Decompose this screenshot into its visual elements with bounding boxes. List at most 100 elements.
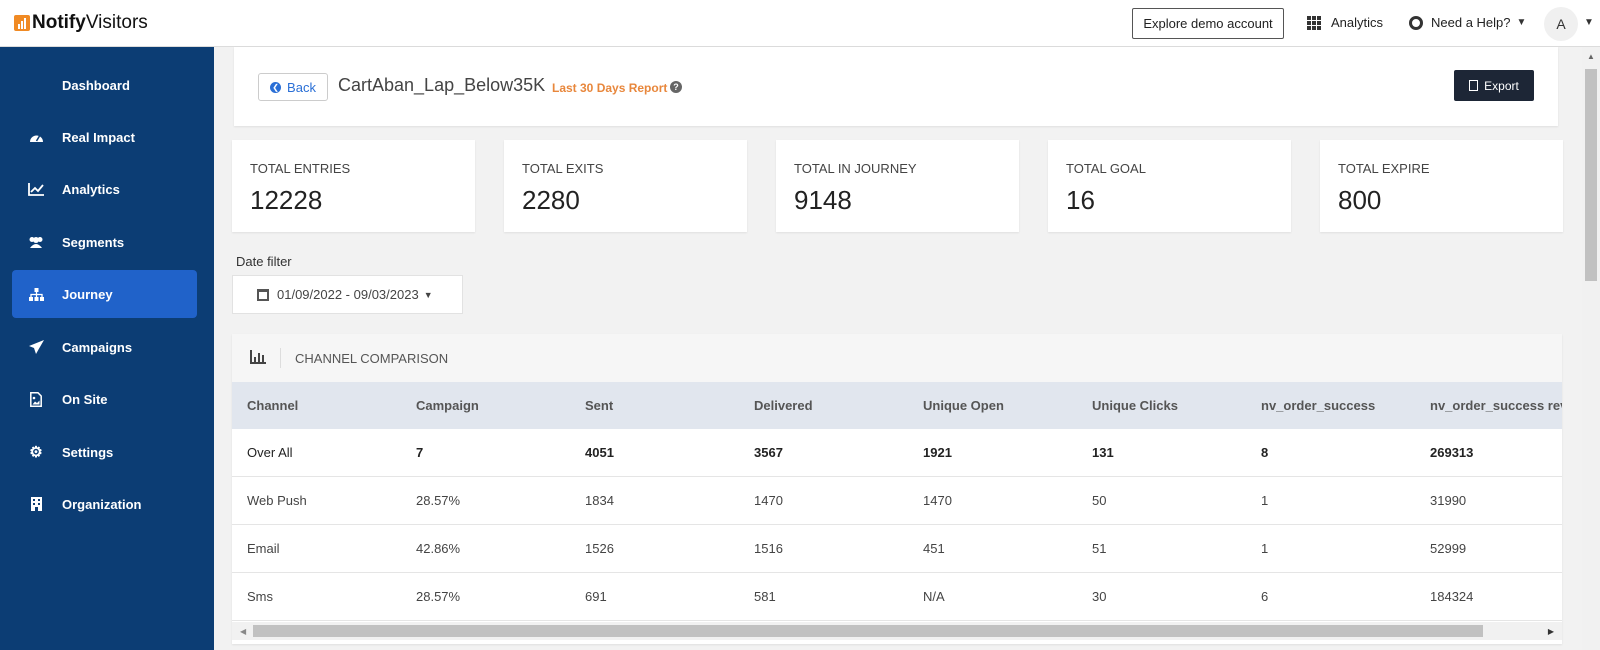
table-cell: 581 (754, 589, 776, 604)
sitemap-icon (28, 286, 44, 302)
stat-card-total-exits: TOTAL EXITS 2280 (504, 140, 747, 232)
column-header-unique-clicks[interactable]: Unique Clicks (1092, 398, 1178, 413)
table-header-row: Channel Campaign Sent Delivered Unique O… (232, 382, 1562, 429)
stat-value: 2280 (522, 185, 580, 215)
table-row: Over All 7 4051 3567 1921 131 8 269313 (232, 429, 1562, 477)
date-range-value: 01/09/2022 - 09/03/2023 (277, 287, 419, 302)
scroll-up-arrow-icon[interactable]: ▲ (1587, 52, 1595, 61)
sidebar-item-settings[interactable]: ⚙ Settings (12, 428, 197, 476)
column-header-channel[interactable]: Channel (247, 398, 299, 413)
stat-value: 12228 (250, 185, 323, 215)
sidebar-item-organization[interactable]: Organization (12, 480, 197, 528)
date-range-picker[interactable]: 01/09/2022 - 09/03/2023 ▼ (232, 275, 463, 314)
stat-value: 9148 (794, 185, 852, 215)
table-row: Sms 28.57% 691 581 N/A 30 6 184324 (232, 573, 1562, 621)
paper-plane-icon (28, 339, 44, 355)
horizontal-scroll-thumb[interactable] (253, 625, 1483, 637)
gear-icon: ⚙ (29, 444, 43, 461)
table-cell: 691 (585, 589, 607, 604)
sidebar-item-label: Settings (62, 444, 114, 460)
table-cell: 50 (1092, 493, 1107, 508)
date-filter-label: Date filter (236, 254, 292, 269)
lifebuoy-icon (1409, 15, 1423, 30)
sidebar-item-campaigns[interactable]: Campaigns (12, 323, 197, 371)
avatar[interactable]: A (1544, 7, 1578, 41)
sidebar-item-analytics[interactable]: Analytics (12, 165, 197, 213)
stat-value: 16 (1066, 185, 1095, 215)
table-cell: 1516 (754, 541, 783, 556)
sidebar-item-segments[interactable]: Segments (12, 218, 197, 266)
channel-comparison-panel: CHANNEL COMPARISON Channel Campaign Sent… (232, 334, 1562, 644)
export-label: Export (1484, 78, 1519, 93)
channel-table: Channel Campaign Sent Delivered Unique O… (232, 382, 1562, 621)
report-header: ❮ Back CartAban_Lap_Below35K Last 30 Day… (234, 47, 1558, 126)
report-range-label: Last 30 Days Report (552, 81, 668, 95)
stat-card-total-entries: TOTAL ENTRIES 12228 (232, 140, 475, 232)
logo-chart-icon (14, 15, 30, 31)
column-header-nv-order-success-revenue[interactable]: nv_order_success reve (1430, 398, 1562, 413)
stat-label: TOTAL EXPIRE (1338, 161, 1430, 176)
table-cell: 1526 (585, 541, 614, 556)
stat-card-total-goal: TOTAL GOAL 16 (1048, 140, 1291, 232)
table-cell: 31990 (1430, 493, 1467, 508)
sidebar-item-journey[interactable]: Journey (12, 270, 197, 318)
help-label: Need a Help? (1431, 15, 1511, 30)
table-cell: Over All (247, 445, 293, 460)
sidebar-item-label: Journey (62, 286, 113, 302)
sidebar-item-real-impact[interactable]: Real Impact (12, 113, 197, 161)
arrow-left-circle-icon: ❮ (270, 81, 282, 93)
scroll-right-arrow-icon[interactable]: ▶ (1547, 627, 1554, 636)
table-cell: 1834 (585, 493, 614, 508)
table-cell: 28.57% (416, 493, 461, 508)
help-menu[interactable]: Need a Help? ▼ (1409, 15, 1526, 30)
sidebar-item-label: Organization (62, 496, 142, 512)
stat-label: TOTAL ENTRIES (250, 161, 351, 176)
calendar-icon (257, 288, 269, 301)
horizontal-scrollbar[interactable]: ◀ ▶ (232, 622, 1562, 640)
table-cell: 131 (1092, 445, 1114, 460)
sidebar-item-on-site[interactable]: On Site (12, 375, 197, 423)
sidebar-item-dashboard[interactable]: Dashboard (12, 61, 197, 109)
stat-label: TOTAL EXITS (522, 161, 604, 176)
column-header-nv-order-success[interactable]: nv_order_success (1261, 398, 1376, 413)
table-cell: 3567 (754, 445, 783, 460)
line-chart-icon (28, 181, 44, 197)
speedometer-icon (28, 129, 44, 145)
sidebar: Dashboard Real Impact Analytics Segments… (0, 47, 214, 650)
table-cell: Sms (247, 589, 273, 604)
grid-icon (28, 78, 42, 92)
top-analytics-menu[interactable]: Analytics (1307, 15, 1383, 30)
column-header-sent[interactable]: Sent (585, 398, 614, 413)
back-button[interactable]: ❮ Back (258, 73, 328, 101)
stat-label: TOTAL IN JOURNEY (794, 161, 917, 176)
brand-name: NotifyVisitors (32, 12, 148, 33)
question-circle-icon[interactable]: ? (670, 81, 682, 93)
sidebar-item-label: On Site (62, 391, 108, 407)
table-cell: 51 (1092, 541, 1107, 556)
sidebar-item-label: Analytics (62, 181, 120, 197)
back-label: Back (287, 79, 316, 95)
scroll-left-arrow-icon[interactable]: ◀ (240, 627, 247, 636)
column-header-unique-open[interactable]: Unique Open (923, 398, 1004, 413)
bar-chart-icon (250, 350, 266, 364)
avatar-chevron-down-icon[interactable]: ▼ (1584, 17, 1594, 28)
table-cell: 42.86% (416, 541, 461, 556)
top-bar: NotifyVisitors Explore demo account Anal… (0, 0, 1600, 47)
table-cell: 269313 (1430, 445, 1474, 460)
page-title: CartAban_Lap_Below35K (338, 75, 546, 95)
table-cell: 7 (416, 445, 424, 460)
apps-grid-icon (1307, 15, 1321, 30)
column-header-delivered[interactable]: Delivered (754, 398, 813, 413)
vertical-scrollbar[interactable]: ▲ (1582, 47, 1600, 650)
export-button[interactable]: Export (1454, 70, 1534, 101)
column-header-campaign[interactable]: Campaign (416, 398, 479, 413)
table-cell: 28.57% (416, 589, 461, 604)
table-cell: 184324 (1430, 589, 1474, 604)
explore-demo-button[interactable]: Explore demo account (1132, 8, 1284, 39)
table-cell: 1 (1261, 493, 1269, 508)
table-cell: 52999 (1430, 541, 1467, 556)
vertical-scroll-thumb[interactable] (1585, 69, 1597, 281)
channel-comparison-header: CHANNEL COMPARISON (232, 334, 1562, 382)
table-cell: N/A (923, 589, 945, 604)
brand-logo[interactable]: NotifyVisitors (14, 12, 148, 34)
